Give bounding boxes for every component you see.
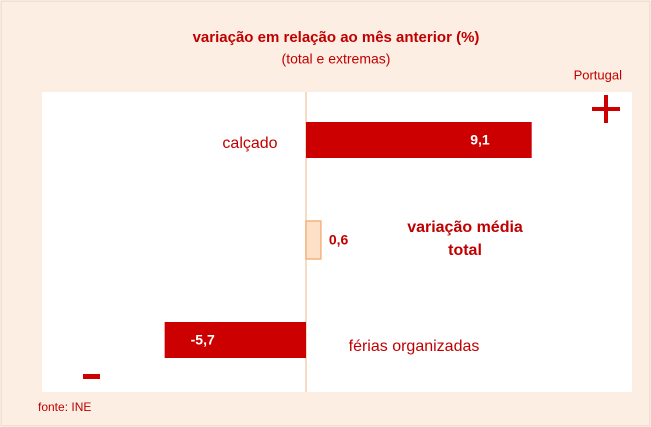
region-label: Portugal bbox=[574, 67, 623, 82]
chart-subtitle: (total e extremas) bbox=[282, 51, 391, 67]
category-label: calçado bbox=[222, 135, 277, 152]
bar bbox=[305, 220, 322, 260]
category-label: variação média total bbox=[407, 219, 523, 259]
value-label: 9,1 bbox=[470, 132, 490, 148]
minus-sign bbox=[83, 374, 100, 379]
category-label: variação média total bbox=[407, 219, 523, 259]
value-label: -5,7 bbox=[191, 332, 215, 348]
bar bbox=[164, 322, 306, 358]
bar bbox=[306, 122, 532, 158]
value-label: 0,6 bbox=[329, 232, 349, 248]
chart-title: variação em relação ao mês anterior (%) bbox=[193, 29, 480, 46]
plus-sign bbox=[604, 95, 608, 123]
category-label: férias organizadas bbox=[349, 338, 480, 355]
source: fonte: INE bbox=[38, 400, 91, 414]
